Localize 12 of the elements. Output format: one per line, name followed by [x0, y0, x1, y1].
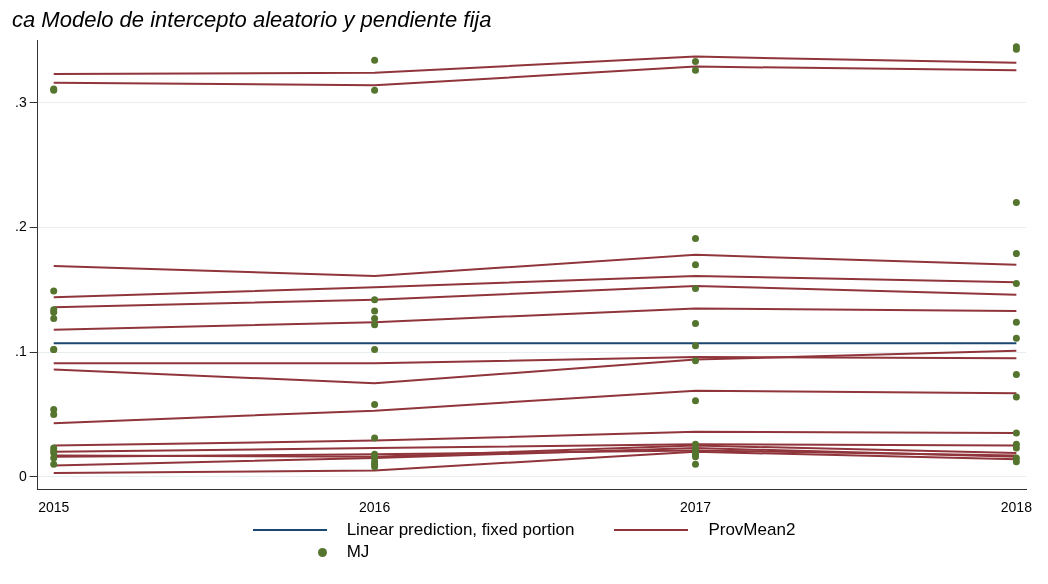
legend-label: MJ	[346, 542, 370, 562]
legend-label: ProvMean2	[708, 520, 796, 540]
x-tick-label: 2018	[1000, 499, 1033, 516]
y-tick-label: 0	[18, 467, 27, 484]
y-tick-label: .1	[14, 342, 27, 359]
chart-title: ca Modelo de intercepto aleatorio y pendiente fija	[12, 7, 492, 33]
legend-label: Linear prediction, fixed portion	[346, 520, 575, 540]
y-tick-label: .3	[14, 93, 27, 110]
x-tick-label: 2015	[38, 499, 70, 516]
x-tick-label: 2017	[679, 499, 712, 516]
x-tick-label: 2016	[359, 499, 391, 516]
y-tick-label: .2	[14, 218, 27, 235]
